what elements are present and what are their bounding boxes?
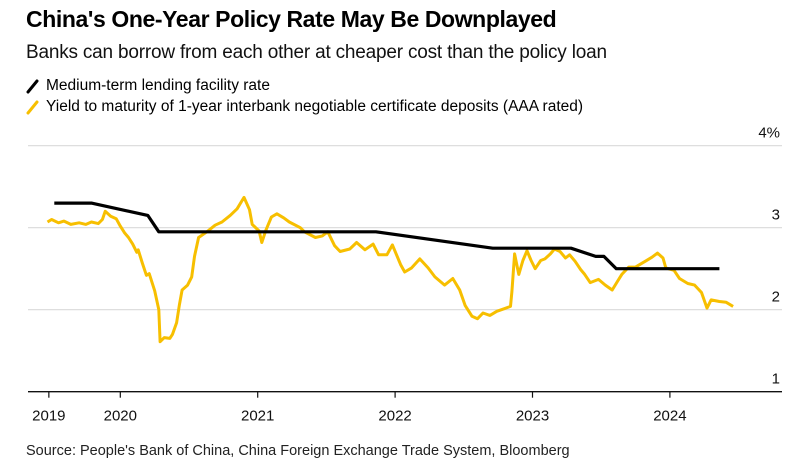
x-tick-label: 2020 — [104, 408, 137, 425]
y-tick-label: 1 — [772, 371, 780, 388]
series — [46, 195, 734, 344]
chart-subtitle: Banks can borrow from each other at chea… — [26, 42, 607, 63]
series-line-ncd-yield — [46, 195, 734, 344]
x-tick-label: 2021 — [241, 408, 274, 425]
y-tick-label: 2 — [772, 289, 780, 306]
x-axis: 2019 2020 2021 2022 2023 2024 — [28, 391, 782, 425]
series-line-mlf-rate — [54, 201, 720, 271]
legend-item-mlf: Medium-term lending facility rate — [26, 75, 583, 96]
legend-swatch-ncd-icon — [26, 99, 40, 115]
legend: Medium-term lending facility rate Yield … — [26, 75, 583, 117]
y-tick-label: 3 — [772, 207, 780, 224]
y-tick-label: 4% — [758, 125, 780, 142]
y-axis-labels: 4% 3 2 1 — [758, 125, 780, 388]
chart-title: China's One-Year Policy Rate May Be Down… — [26, 6, 557, 32]
legend-label-mlf: Medium-term lending facility rate — [46, 76, 270, 94]
source-note: Source: People's Bank of China, China Fo… — [26, 443, 570, 459]
x-tick-label: 2022 — [378, 408, 411, 425]
legend-label-ncd-yield: Yield to maturity of 1-year interbank ne… — [46, 97, 584, 115]
legend-swatch-mlf-icon — [26, 78, 40, 94]
gridlines — [28, 145, 782, 311]
x-tick-label: 2024 — [653, 408, 686, 425]
legend-item-ncd-yield: Yield to maturity of 1-year interbank ne… — [26, 96, 583, 117]
x-tick-label: 2023 — [516, 408, 549, 425]
x-tick-label: 2019 — [32, 408, 65, 425]
